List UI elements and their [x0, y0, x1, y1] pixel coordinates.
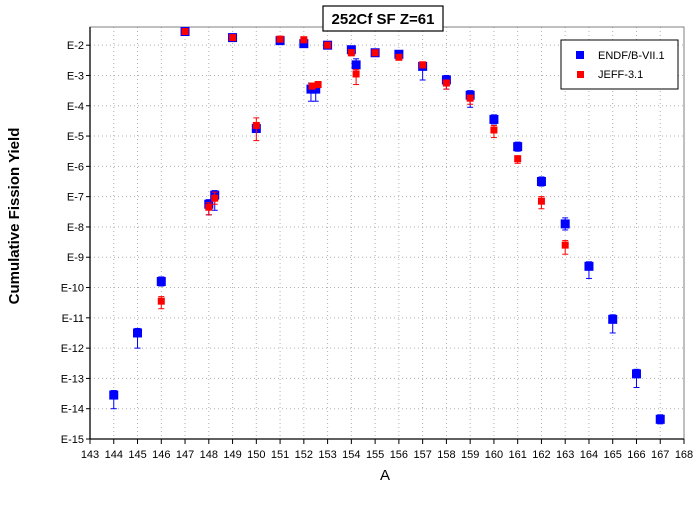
data-point — [299, 39, 309, 49]
x-tick-label: 163 — [556, 449, 574, 461]
data-point — [490, 126, 498, 134]
data-point — [252, 121, 260, 129]
y-tick-label: E-2 — [67, 40, 84, 52]
x-tick-label: 149 — [223, 449, 241, 461]
y-axis-label: Cumulative Fission Yield — [6, 128, 23, 305]
y-tick-label: E-9 — [67, 252, 84, 264]
legend: ENDF/B-VII.1 JEFF-3.1 — [560, 39, 679, 90]
x-tick-label: 148 — [200, 449, 218, 461]
x-tick-label: 158 — [437, 449, 455, 461]
data-point — [205, 203, 213, 211]
y-tick-label: E-6 — [67, 161, 84, 173]
x-tick-label: 161 — [509, 449, 527, 461]
y-tick-label: E-12 — [61, 343, 84, 355]
data-point — [655, 414, 665, 424]
data-point — [608, 314, 618, 324]
y-tick-label: E-10 — [61, 283, 84, 295]
data-point — [560, 219, 570, 229]
legend-swatch-endf — [576, 51, 584, 59]
x-tick-label: 164 — [580, 449, 598, 461]
data-point — [308, 82, 316, 90]
x-tick-label: 151 — [271, 449, 289, 461]
x-tick-label: 167 — [651, 449, 669, 461]
data-point — [276, 35, 284, 43]
x-tick-label: 157 — [413, 449, 431, 461]
data-point — [419, 61, 427, 69]
data-point — [395, 53, 403, 61]
y-tick-label: E-15 — [61, 434, 84, 446]
y-tick-label: E-7 — [67, 192, 84, 204]
x-tick-label: 160 — [485, 449, 503, 461]
chart-title: 252Cf SF Z=61 — [332, 11, 435, 28]
data-point — [300, 36, 308, 44]
y-tick-label: E-4 — [67, 101, 84, 113]
legend-label-endf: ENDF/B-VII.1 — [598, 50, 665, 62]
y-axis: E-2 E-3 E-4 E-5 E-6 E-7 E-8 E-9 E-10 E-11 E-12 E-13… — [61, 27, 91, 446]
y-tick-label: E-11 — [62, 313, 84, 325]
x-tick-label: 150 — [247, 449, 265, 461]
data-point — [311, 84, 321, 94]
x-tick-label: 156 — [390, 449, 408, 461]
title-box — [322, 5, 444, 32]
series-layer — [109, 27, 665, 425]
x-tick-label: 143 — [81, 449, 99, 461]
data-point — [371, 49, 379, 57]
x-tick-label: 153 — [318, 449, 336, 461]
data-point — [157, 297, 165, 305]
data-point — [584, 261, 594, 271]
y-tick-label: E-14 — [61, 404, 84, 416]
data-point — [466, 94, 474, 102]
x-tick-label: 166 — [627, 449, 645, 461]
data-point — [181, 28, 189, 36]
data-point — [351, 60, 361, 70]
data-point — [536, 177, 546, 186]
data-point — [537, 197, 545, 205]
x-tick-label: 145 — [128, 449, 146, 461]
y-tick-label: E-13 — [61, 373, 84, 385]
series-jeff — [157, 28, 569, 310]
y-tick-label: E-3 — [67, 70, 84, 82]
data-point — [513, 142, 523, 152]
x-tick-label: 154 — [342, 449, 360, 461]
x-tick-label: 155 — [366, 449, 384, 461]
data-point — [109, 390, 119, 400]
data-point — [489, 114, 499, 124]
data-point — [352, 70, 360, 78]
data-point — [631, 369, 641, 379]
x-tick-label: 144 — [105, 449, 123, 461]
x-tick-label: 147 — [176, 449, 194, 461]
x-tick-label: 159 — [461, 449, 479, 461]
x-tick-label: 146 — [152, 449, 170, 461]
x-tick-label: 165 — [604, 449, 622, 461]
data-point — [133, 328, 143, 338]
data-point — [156, 276, 166, 286]
x-axis: 143 144 145 146 147 148 149 150 151 152 153 154 155 1… — [81, 438, 693, 461]
x-tick-label: 152 — [295, 449, 313, 461]
x-tick-label: 168 — [675, 449, 693, 461]
legend-box — [560, 39, 679, 90]
data-point — [514, 155, 522, 163]
data-point — [211, 194, 219, 202]
x-axis-label: A — [380, 467, 390, 484]
y-tick-label: E-5 — [67, 131, 84, 143]
y-tick-label: E-8 — [67, 222, 84, 234]
legend-label-jeff: JEFF-3.1 — [598, 69, 643, 81]
legend-swatch-jeff — [577, 71, 584, 78]
data-point — [442, 79, 450, 87]
data-point — [561, 241, 569, 249]
data-point — [324, 41, 332, 49]
data-point — [314, 81, 322, 89]
data-point — [229, 34, 237, 42]
data-point — [347, 49, 355, 57]
x-tick-label: 162 — [532, 449, 550, 461]
